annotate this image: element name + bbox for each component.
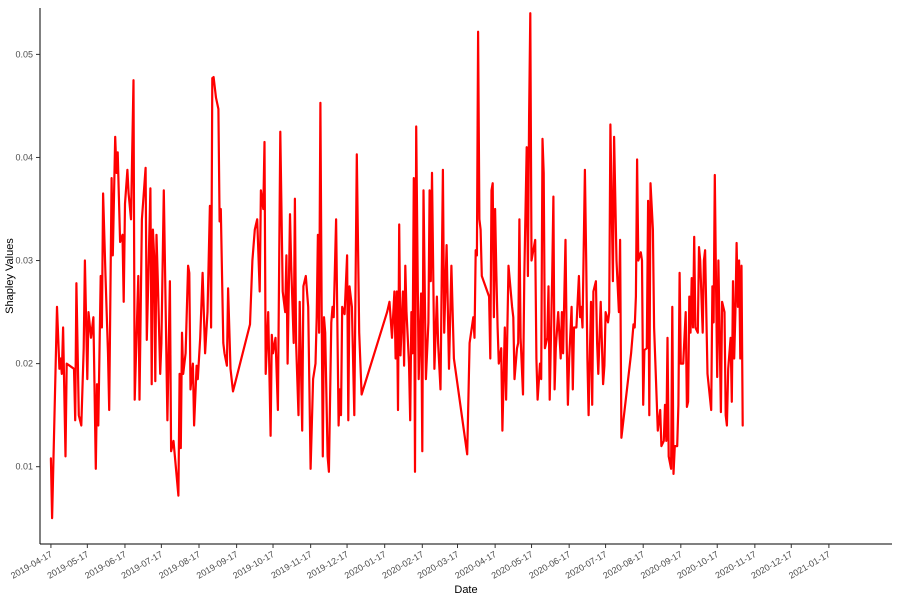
x-tick-label: 2020-12-17 [749,549,794,581]
y-tick-label: 0.02 [15,359,33,369]
x-tick-label: 2019-08-17 [157,549,202,581]
x-tick-label: 2019-12-17 [305,549,350,581]
x-axis-title: Date [454,584,477,596]
x-tick-label: 2020-07-17 [564,549,609,581]
x-tick-label: 2019-05-17 [45,549,90,581]
x-tick-label: 2019-07-17 [119,549,164,581]
x-tick-label: 2019-10-17 [231,549,276,581]
y-axis-ticks: 0.01 0.02 0.03 0.04 0.05 [15,49,40,472]
y-axis-title: Shapley Values [4,238,16,314]
x-tick-label: 2020-10-17 [675,549,720,581]
x-tick-label: 2020-05-17 [490,549,535,581]
series-layer [49,12,744,520]
y-tick-label: 0.03 [15,256,33,266]
x-axis-ticks: 2019-04-172019-05-172019-06-172019-07-17… [9,544,832,581]
y-tick-label: 0.05 [15,49,33,59]
x-tick-label: 2021-01-17 [787,549,832,581]
y-tick-label: 0.01 [15,462,33,472]
x-tick-label: 2020-01-17 [343,549,388,581]
x-tick-label: 2020-08-17 [601,549,646,581]
y-tick-label: 0.04 [15,152,33,162]
series-line [49,12,744,520]
